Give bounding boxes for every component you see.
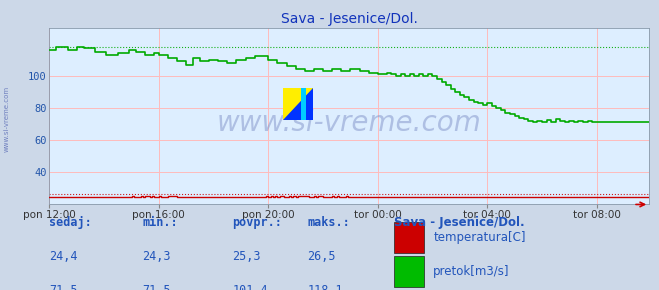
Text: min.:: min.: [142, 216, 178, 229]
Text: 24,4: 24,4 [49, 250, 78, 263]
Text: 118,1: 118,1 [307, 284, 343, 290]
Text: www.si-vreme.com: www.si-vreme.com [217, 109, 482, 137]
Bar [394, 222, 424, 253]
Text: 71,5: 71,5 [49, 284, 78, 290]
Text: 71,5: 71,5 [142, 284, 171, 290]
Bar [283, 88, 313, 119]
Bar [394, 256, 424, 287]
Text: sedaj:: sedaj: [49, 216, 92, 229]
Text: temperatura[C]: temperatura[C] [433, 231, 526, 244]
Text: maks.:: maks.: [307, 216, 350, 229]
Text: pretok[m3/s]: pretok[m3/s] [433, 265, 509, 278]
Text: Sava - Jesenice/Dol.: Sava - Jesenice/Dol. [394, 216, 525, 229]
Bar [301, 88, 306, 119]
Text: 26,5: 26,5 [307, 250, 336, 263]
Title: Sava - Jesenice/Dol.: Sava - Jesenice/Dol. [281, 12, 418, 26]
Polygon shape [283, 88, 313, 119]
Text: 24,3: 24,3 [142, 250, 171, 263]
Text: povpr.:: povpr.: [233, 216, 282, 229]
Text: www.si-vreme.com: www.si-vreme.com [3, 86, 10, 152]
Text: 101,4: 101,4 [233, 284, 268, 290]
Text: 25,3: 25,3 [233, 250, 261, 263]
